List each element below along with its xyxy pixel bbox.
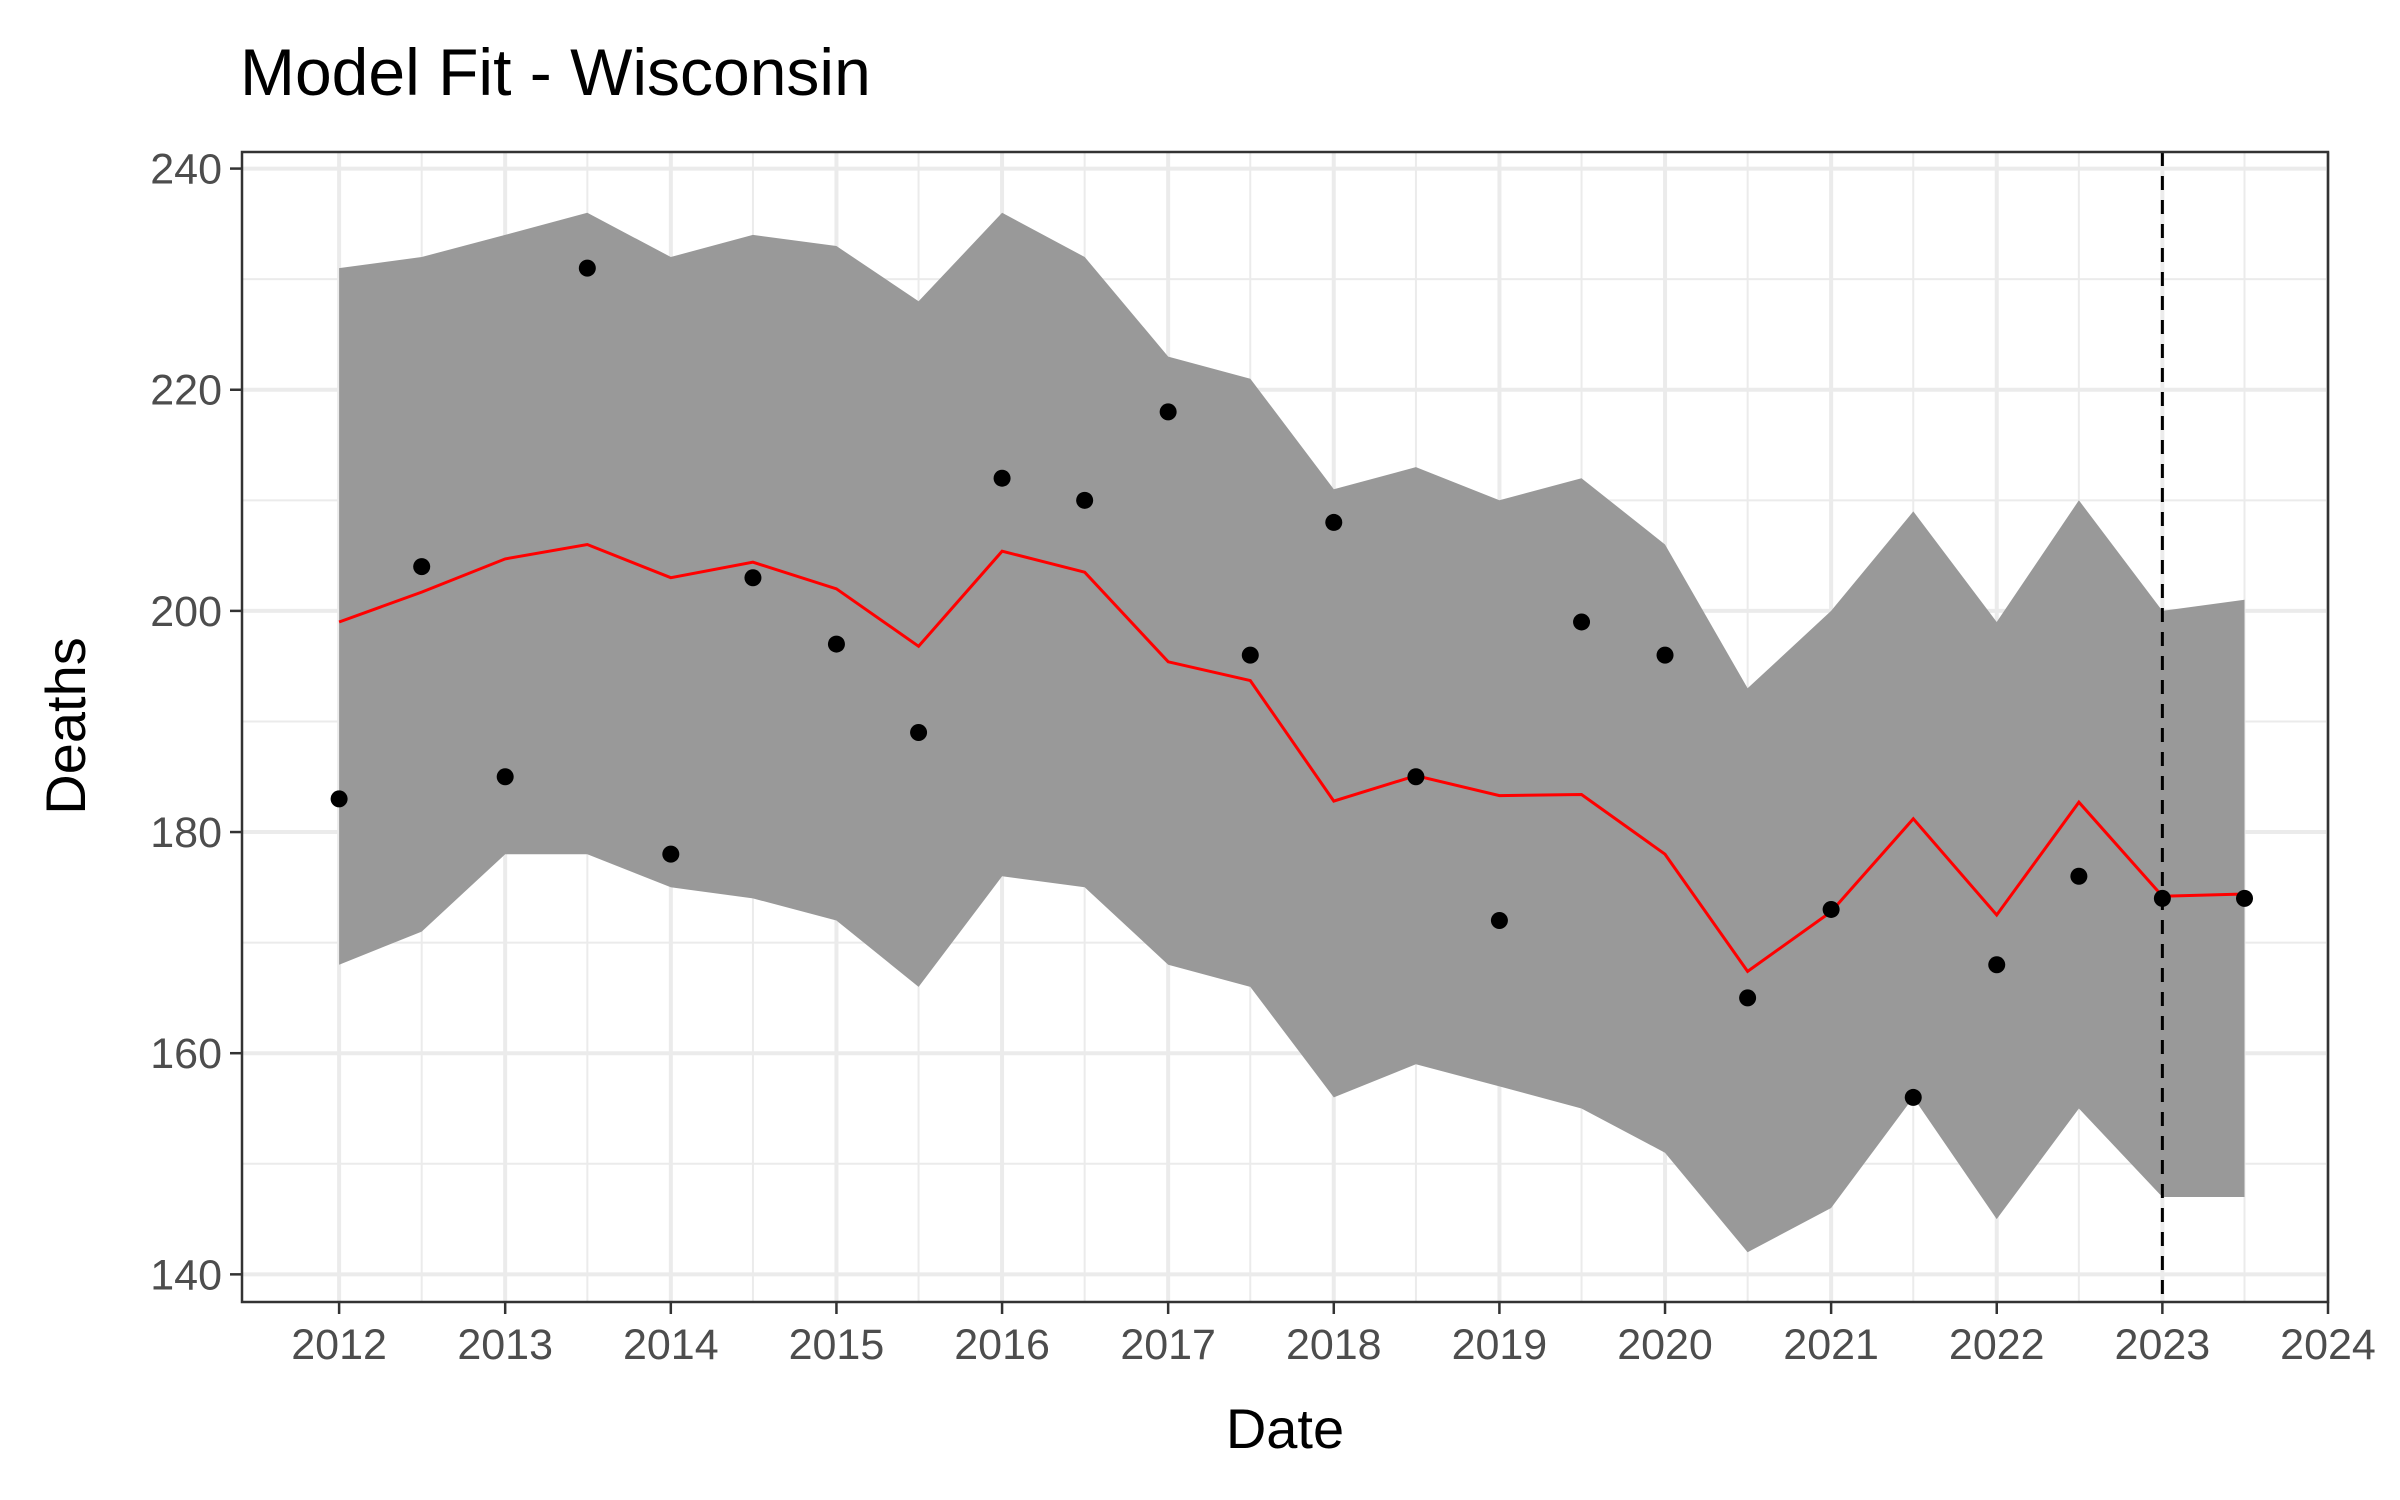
observed-point: [1407, 768, 1425, 786]
x-tick-label: 2015: [789, 1321, 885, 1369]
y-tick-label: 200: [150, 588, 222, 636]
observed-point: [1159, 403, 1177, 421]
observed-point: [1325, 513, 1343, 531]
y-tick-label: 140: [150, 1251, 222, 1299]
observed-point: [496, 768, 514, 786]
observed-point: [827, 635, 845, 653]
observed-point: [1076, 491, 1094, 509]
plot-border: [240, 150, 2330, 1304]
x-tick-label: 2013: [457, 1321, 553, 1369]
observed-point: [1988, 956, 2006, 974]
observed-point: [1656, 646, 1674, 664]
observed-point: [1241, 646, 1259, 664]
observed-point: [330, 790, 348, 808]
observed-point: [1573, 613, 1591, 631]
x-tick-label: 2016: [954, 1321, 1050, 1369]
x-tick-label: 2022: [1949, 1321, 2045, 1369]
x-tick-label: 2021: [1783, 1321, 1879, 1369]
observed-point: [1490, 912, 1508, 930]
y-tick-label: 180: [150, 809, 222, 857]
y-tick-label: 220: [150, 367, 222, 415]
x-tick-label: 2020: [1617, 1321, 1713, 1369]
y-axis-title: Deaths: [34, 637, 97, 814]
x-tick-label: 2017: [1120, 1321, 1216, 1369]
y-tick-label: 240: [150, 146, 222, 194]
observed-point: [662, 845, 680, 863]
fitted-line: [338, 542, 2245, 974]
observed-point: [413, 558, 431, 576]
observed-point: [1822, 900, 1840, 918]
observed-point: [910, 724, 928, 742]
x-tick-label: 2019: [1452, 1321, 1548, 1369]
chart-title: Model Fit - Wisconsin: [240, 35, 871, 109]
prediction-interval-band: [339, 212, 2245, 1253]
observed-point: [2236, 889, 2254, 907]
observed-point: [1739, 989, 1757, 1007]
y-tick-label: 160: [150, 1030, 222, 1078]
x-tick-label: 2023: [2115, 1321, 2211, 1369]
x-axis-title: Date: [1226, 1397, 1344, 1460]
x-tick-label: 2018: [1286, 1321, 1382, 1369]
x-tick-label: 2014: [623, 1321, 719, 1369]
x-tick-label: 2012: [291, 1321, 387, 1369]
observed-point: [993, 469, 1011, 487]
x-tick-label: 2024: [2280, 1321, 2376, 1369]
observed-point: [578, 259, 596, 277]
observed-point: [1904, 1088, 1922, 1106]
observed-point: [2070, 867, 2088, 885]
plot-area: 2012 2013 2014 2015 2016 2017 2018 2019 2020 2021…: [150, 146, 2376, 1369]
observed-point: [744, 569, 762, 587]
